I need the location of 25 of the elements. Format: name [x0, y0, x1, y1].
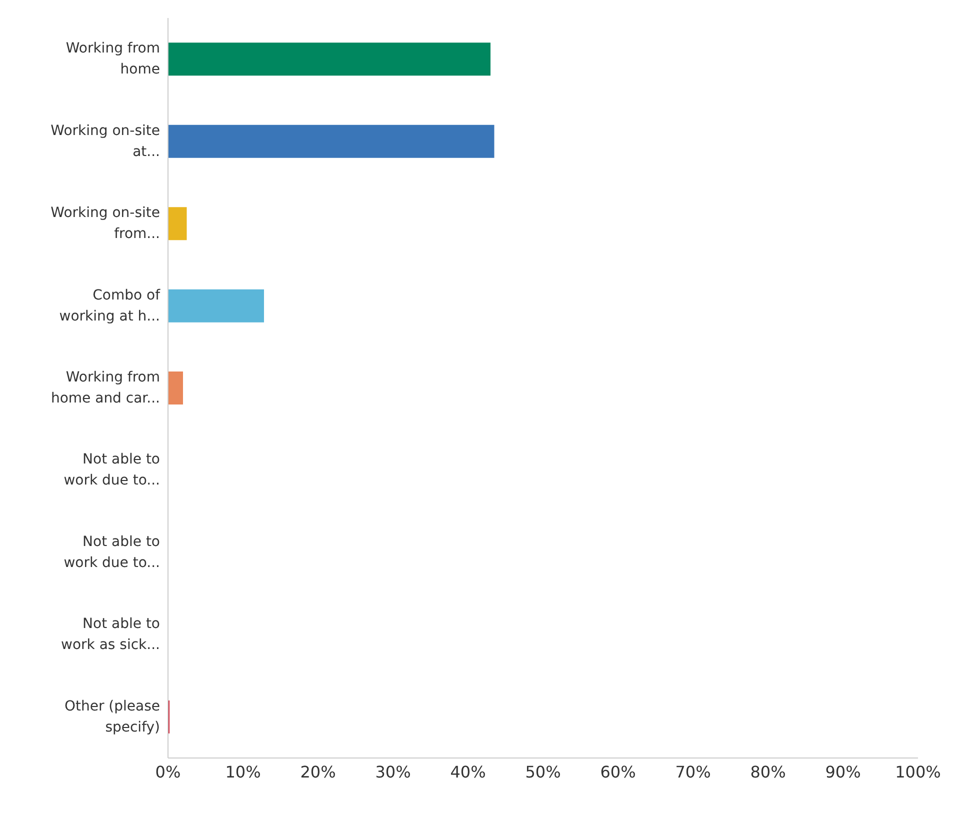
x-tick-label: 10% — [225, 762, 261, 782]
x-tick-label: 90% — [825, 762, 861, 782]
bar — [168, 124, 494, 158]
y-tick-label: Working from home and car... — [50, 370, 160, 406]
y-tick-label: Not able to work due to... — [64, 452, 160, 489]
bar — [168, 42, 490, 76]
bar — [168, 207, 187, 240]
x-tick-label: 20% — [300, 762, 336, 782]
x-tick-label: 30% — [375, 762, 411, 782]
y-tick-label: Working from home — [66, 40, 160, 78]
x-tick-label: 80% — [750, 762, 786, 782]
y-tick-label: Other (please specify) — [64, 698, 160, 736]
bar — [168, 289, 264, 322]
x-tick-label: 50% — [525, 762, 561, 782]
x-tick-label: 40% — [450, 762, 486, 782]
x-tick-label: 100% — [895, 762, 941, 782]
y-tick-label: Working on-site from... — [50, 205, 160, 242]
bar — [168, 372, 183, 405]
x-tick-label: 70% — [675, 762, 711, 782]
y-tick-label: Combo of working at h... — [59, 287, 162, 324]
y-tick-label: Not able to work as sick... — [61, 616, 160, 654]
x-tick-label: 0% — [155, 762, 181, 782]
y-tick-label: Not able to work due to... — [64, 534, 160, 571]
y-tick-label: Working on-site at... — [50, 122, 160, 160]
x-tick-label: 60% — [600, 762, 636, 782]
